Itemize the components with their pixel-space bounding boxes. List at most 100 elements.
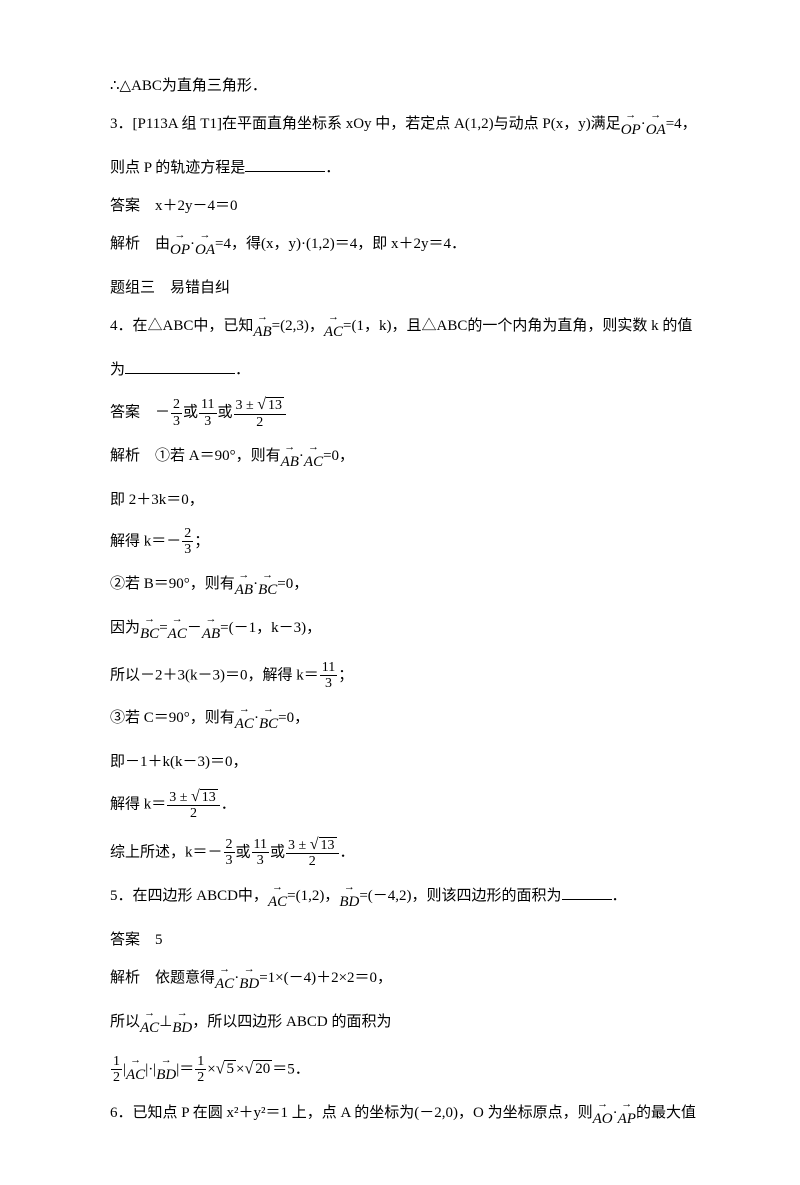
fraction-1-2: 12 — [111, 1054, 122, 1086]
text: 解得 k＝－ — [110, 533, 181, 549]
text-line: 因为BC=AC－AB=(－1，k－3)， — [110, 616, 690, 646]
fraction-2-3: 23 — [182, 526, 193, 558]
label: 答案 — [110, 404, 155, 420]
summary-line: 综上所述，k＝－23或113或3 ± √132． — [110, 836, 690, 870]
perp: ⊥ — [159, 1014, 172, 1030]
vector-AC: AC — [324, 318, 343, 344]
problem-3-line1: 3．[P113A 组 T1]在平面直角坐标系 xOy 中，若定点 A(1,2)与… — [110, 112, 690, 142]
text: 6．已知点 P 在圆 x²＋y²＝1 上，点 A 的坐标为(－2,0)，O 为坐… — [110, 1105, 593, 1121]
text: =4，得(x，y)·(1,2)＝4，即 x＋2y＝4． — [215, 236, 466, 252]
text: =(2,3)， — [272, 318, 324, 334]
text: =(1，k)，且△ABC的一个内角为直角，则实数 k 的值 — [343, 318, 692, 334]
text: =(－1，k－3)， — [220, 620, 321, 636]
vector-AC: AC — [140, 1014, 159, 1040]
text: ＝5． — [272, 1061, 310, 1077]
problem-3-line2: 则点 P 的轨迹方程是 ． — [110, 156, 690, 180]
text: 则点 P 的轨迹方程是 — [110, 160, 245, 176]
text: =1×(－4)＋2×2＝0， — [259, 970, 392, 986]
text: 4．在△ABC中，已知 — [110, 318, 253, 334]
text: =(1,2)， — [287, 888, 339, 904]
vector-OP: OP — [170, 236, 190, 262]
text: ． — [325, 160, 340, 176]
text: 答案 x＋2y－4＝0 — [110, 198, 238, 214]
fraction-1-2: 12 — [195, 1054, 206, 1086]
text-line: 解得 k＝3 ± √132． — [110, 788, 690, 822]
group-heading: 题组三 易错自纠 — [110, 276, 690, 300]
fraction-11-3: 113 — [320, 660, 337, 692]
fraction-2-3: 23 — [224, 837, 235, 869]
vector-AC: AC — [268, 888, 287, 914]
fraction-3pm13-2: 3 ± √132 — [286, 836, 338, 870]
explain-case3: ③若 C＝90°，则有AC·BC=0， — [110, 706, 690, 736]
text: |·| — [145, 1061, 156, 1077]
or: 或 — [270, 844, 285, 860]
explain-line: 解析 依题意得AC·BD=1×(－4)＋2×2＝0， — [110, 966, 690, 996]
text: =0， — [323, 448, 354, 464]
text: ． — [235, 362, 250, 378]
text-line: 解得 k＝－23； — [110, 526, 690, 558]
text-line: 即－1＋k(k－3)＝0， — [110, 750, 690, 774]
fraction-11-3: 113 — [252, 837, 269, 869]
vector-BD: BD — [239, 970, 259, 996]
blank-fill — [125, 358, 235, 374]
text: 解析 ①若 A＝90°，则有 — [110, 448, 281, 464]
text: ③若 C＝90°，则有 — [110, 710, 235, 726]
vector-BC: BC — [140, 620, 159, 646]
text: 3．[P113A 组 T1]在平面直角坐标系 xOy 中，若定点 A(1,2)与… — [110, 116, 621, 132]
text: 答案 5 — [110, 932, 163, 948]
vector-AO: AO — [593, 1105, 613, 1131]
text: 的最大值 — [636, 1105, 696, 1121]
vector-AB: AB — [281, 448, 299, 474]
vector-AC: AC — [304, 448, 323, 474]
sqrt-5: 5 — [224, 1060, 236, 1077]
problem-5-line: 5．在四边形 ABCD中，AC=(1,2)，BD=(－4,2)，则该四边形的面积… — [110, 884, 690, 914]
text: ； — [194, 533, 209, 549]
vector-OP: OP — [621, 116, 641, 142]
text: 为 — [110, 362, 125, 378]
text: 解析 依题意得 — [110, 970, 215, 986]
answer-line: 答案 －23或113或3 ± √132 — [110, 396, 690, 430]
text: ． — [221, 796, 236, 812]
vector-AB: AB — [235, 576, 253, 602]
or: 或 — [236, 844, 251, 860]
vector-AP: AP — [618, 1105, 636, 1131]
vector-AC: AC — [215, 970, 234, 996]
text: 即－1＋k(k－3)＝0， — [110, 754, 248, 770]
problem-6-line: 6．已知点 P 在圆 x²＋y²＝1 上，点 A 的坐标为(－2,0)，O 为坐… — [110, 1101, 690, 1131]
text: ∴△ABC为直角三角形． — [110, 78, 267, 94]
text: ； — [338, 667, 353, 683]
text: =0， — [278, 710, 309, 726]
fraction-2-3: 23 — [171, 397, 182, 429]
fraction-3pm13-2: 3 ± √132 — [167, 788, 219, 822]
blank-fill — [245, 156, 325, 172]
vector-OA: OA — [646, 116, 666, 142]
text: =4， — [666, 116, 697, 132]
blank-fill — [562, 884, 612, 900]
vector-BC: BC — [259, 710, 278, 736]
neg: － — [155, 404, 170, 420]
vector-BD: BD — [172, 1014, 192, 1040]
vector-AC: AC — [235, 710, 254, 736]
vector-BD: BD — [339, 888, 359, 914]
text: ． — [340, 844, 355, 860]
vector-AB: AB — [253, 318, 271, 344]
text: 5．在四边形 ABCD中， — [110, 888, 268, 904]
sqrt-20: 20 — [253, 1060, 272, 1077]
problem-4-line2: 为． — [110, 358, 690, 382]
fraction-3pm13-2: 3 ± √132 — [234, 396, 286, 430]
text-line: 所以－2＋3(k－3)＝0，解得 k＝113； — [110, 660, 690, 692]
vector-AC: AC — [168, 620, 187, 646]
text: 所以－2＋3(k－3)＝0，解得 k＝ — [110, 667, 319, 683]
answer-line: 答案 5 — [110, 928, 690, 952]
or: 或 — [218, 404, 233, 420]
text: ，所以四边形 ABCD 的面积为 — [192, 1014, 391, 1030]
or: 或 — [183, 404, 198, 420]
text: × — [207, 1061, 215, 1077]
text: 因为 — [110, 620, 140, 636]
vector-BD: BD — [156, 1061, 176, 1087]
area-line: 12|AC|·|BD|＝12×√5×√20＝5． — [110, 1054, 690, 1087]
vector-OA: OA — [195, 236, 215, 262]
text: |＝ — [176, 1061, 194, 1077]
vector-AB: AB — [202, 620, 220, 646]
problem-4-line1: 4．在△ABC中，已知AB=(2,3)，AC=(1，k)，且△ABC的一个内角为… — [110, 314, 690, 344]
